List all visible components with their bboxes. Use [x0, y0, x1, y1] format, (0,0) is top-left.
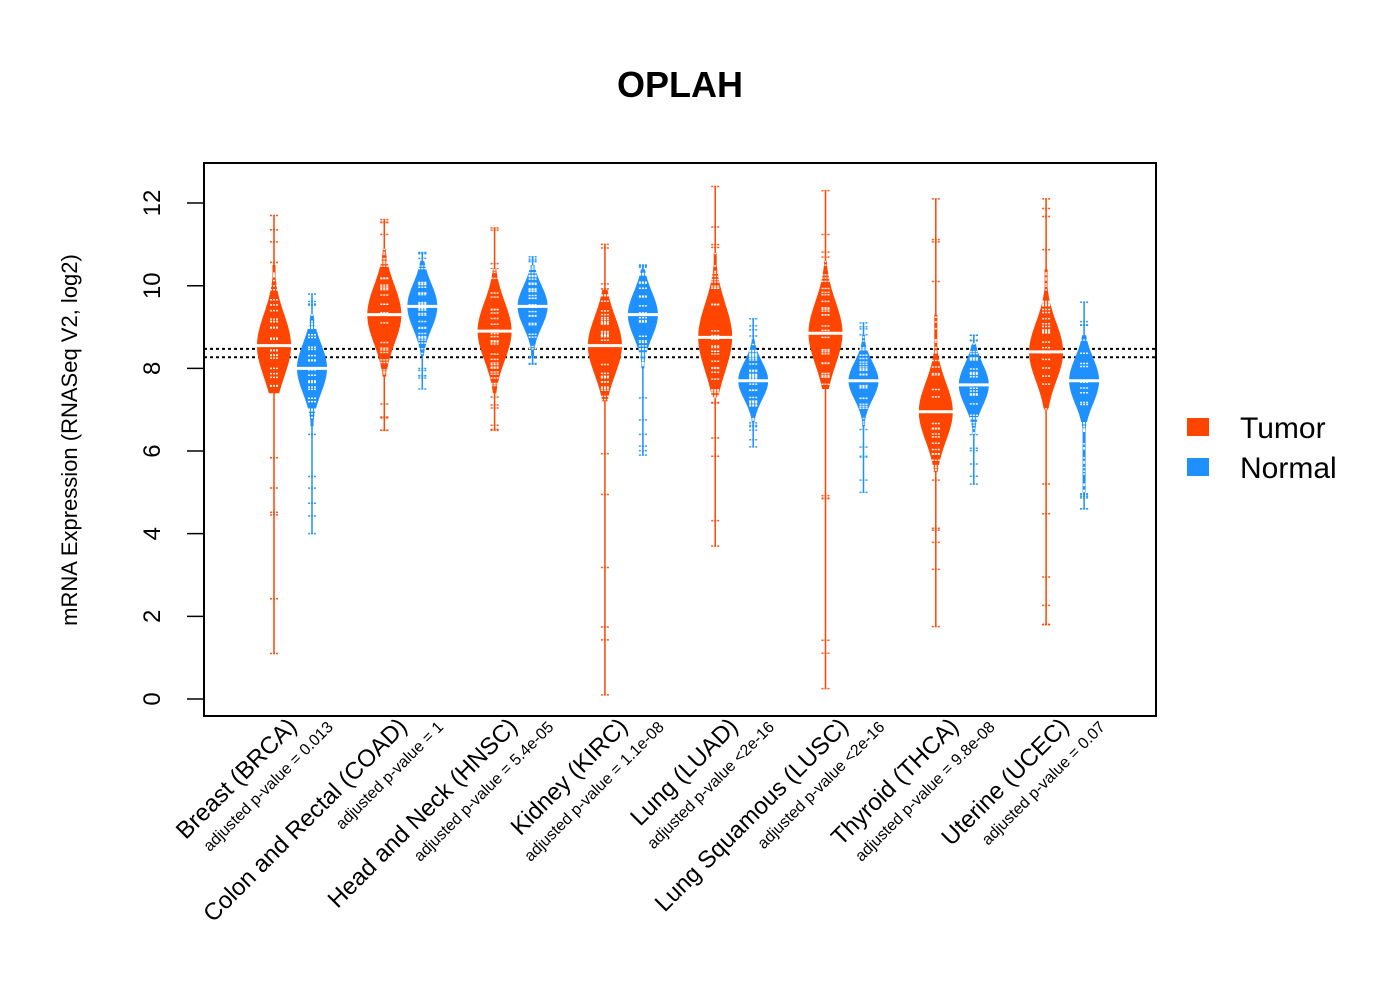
- tumor-violin: [255, 214, 293, 655]
- normal-violin: [625, 264, 660, 456]
- tumor-violin: [1027, 198, 1066, 626]
- violin-body: [808, 260, 843, 389]
- normal-violin: [405, 251, 440, 390]
- x-axis-labels: Breast (BRCA)adjusted p-value = 0.013Col…: [171, 713, 1109, 927]
- violin-body: [257, 265, 291, 394]
- chart-title: OPLAH: [617, 64, 743, 105]
- y-tick-label: 0: [139, 692, 166, 705]
- tumor-violin: [585, 243, 624, 696]
- normal-violin: [1067, 301, 1102, 510]
- violin-body: [1069, 335, 1100, 493]
- legend-swatch-normal: [1187, 458, 1209, 476]
- plot-area: [204, 185, 1156, 696]
- y-tick-label: 8: [139, 362, 166, 375]
- legend-label-tumor: Tumor: [1240, 412, 1326, 445]
- legend: Tumor Normal: [1187, 412, 1337, 485]
- y-axis: 0 2 4 6 8 10 12: [139, 190, 205, 706]
- plot-frame: [203, 162, 1157, 717]
- y-tick-label: 2: [139, 610, 166, 623]
- violin-body: [627, 269, 658, 369]
- violin-body: [918, 314, 953, 472]
- normal-violin: [515, 256, 550, 365]
- legend-swatch-tumor: [1187, 418, 1209, 436]
- y-tick-label: 4: [139, 527, 166, 540]
- legend-label-normal: Normal: [1240, 452, 1337, 485]
- tumor-violin: [365, 218, 404, 432]
- tumor-violin: [475, 227, 514, 432]
- violin-body: [1029, 269, 1064, 410]
- tumor-violin: [806, 189, 845, 690]
- tumor-violin: [916, 198, 955, 628]
- y-tick-label: 6: [139, 444, 166, 457]
- normal-violin: [956, 334, 991, 485]
- violin-body: [517, 265, 548, 356]
- normal-violin: [295, 293, 329, 535]
- normal-violin: [846, 322, 881, 494]
- normal-violin: [736, 318, 771, 448]
- tumor-violin: [696, 185, 735, 547]
- violin-body: [698, 252, 733, 398]
- y-tick-label: 10: [139, 272, 166, 299]
- y-tick-label: 12: [139, 190, 166, 217]
- y-axis-label: mRNA Expression (RNASeq V2, log2): [57, 254, 82, 626]
